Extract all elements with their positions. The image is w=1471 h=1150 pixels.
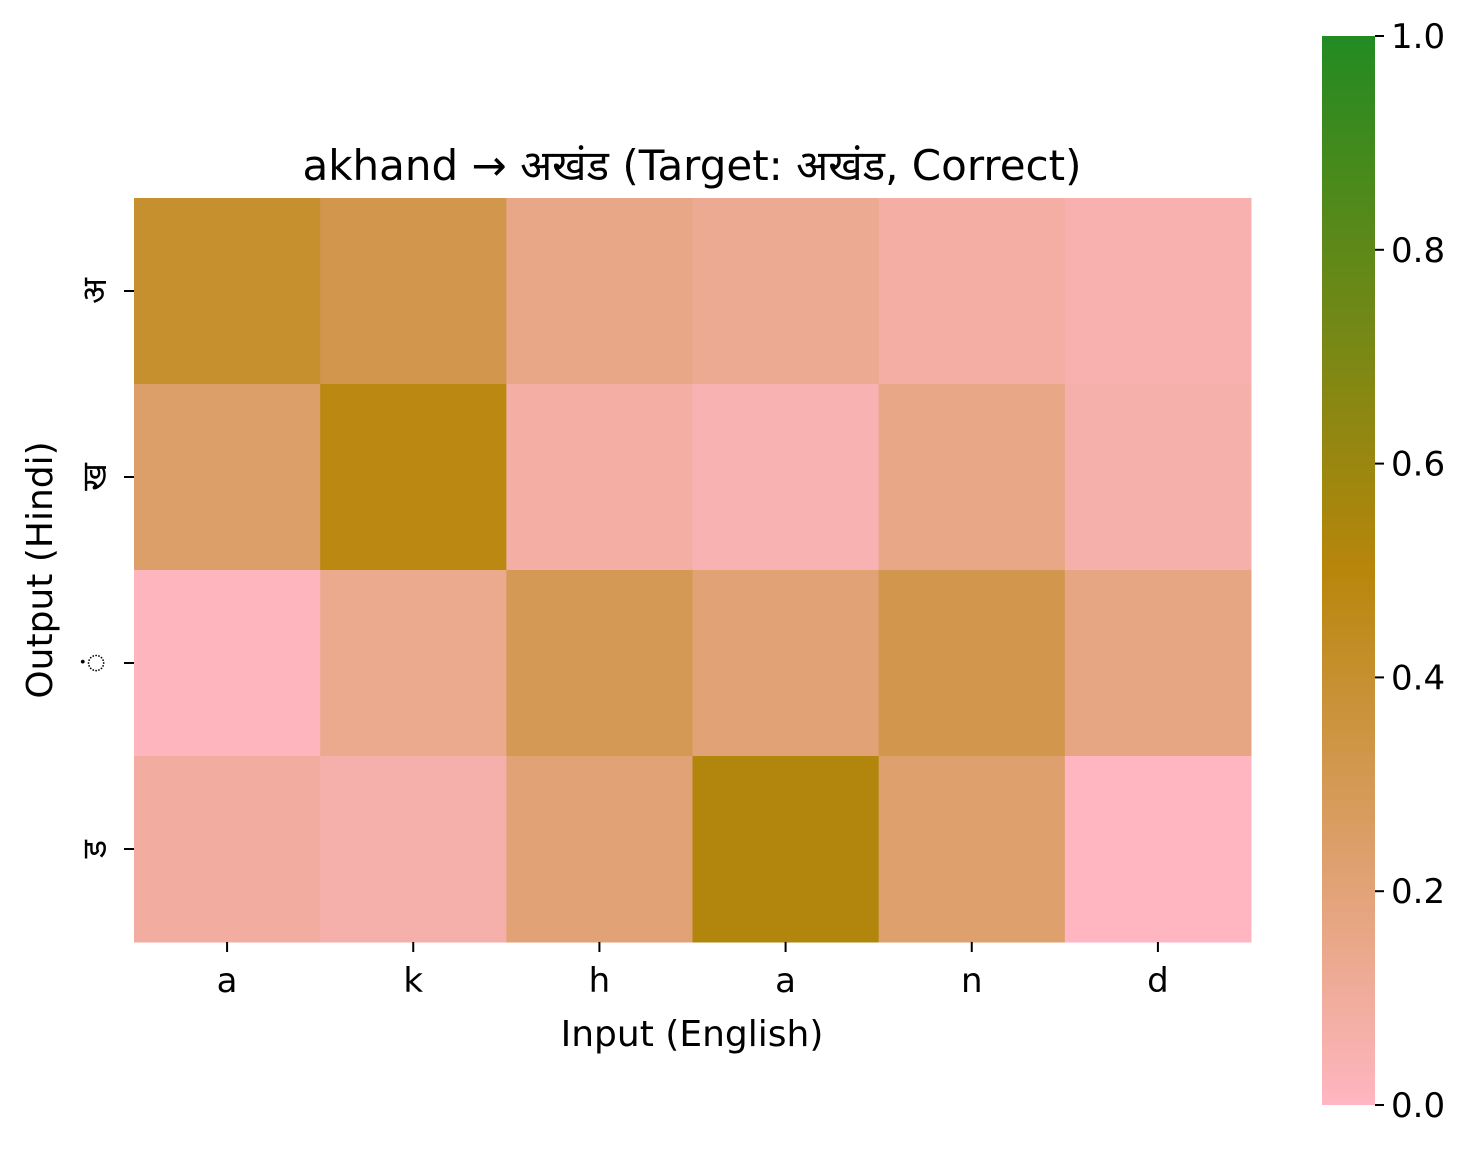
y-axis-ticks: अ खं ड xyxy=(75,277,134,859)
heatmap-cells xyxy=(134,198,1252,943)
x-tick-label: h xyxy=(589,961,611,1001)
y-tick-label: ं xyxy=(75,653,115,673)
y-axis-label: Output (Hindi) xyxy=(20,441,61,698)
heatmap-cell xyxy=(1064,570,1252,757)
heatmap-cell xyxy=(506,756,693,943)
y-tick-label: अ xyxy=(75,277,115,304)
heatmap-cell xyxy=(692,756,880,943)
heatmap-cell xyxy=(878,384,1066,571)
heatmap-cell xyxy=(506,384,693,571)
heatmap-cell xyxy=(878,756,1066,943)
heatmap-cell xyxy=(134,570,321,757)
heatmap-cell xyxy=(506,198,693,385)
y-tick-label: ख xyxy=(75,462,115,491)
heatmap-cell xyxy=(320,756,507,943)
heatmap-cell xyxy=(134,198,321,385)
heatmap-cell xyxy=(320,570,507,757)
heatmap-cell xyxy=(878,570,1066,757)
colorbar-tick-label: 0.8 xyxy=(1391,231,1445,271)
colorbar xyxy=(1322,36,1375,1105)
colorbar-tick-label: 1.0 xyxy=(1391,17,1445,57)
y-tick-label: ड xyxy=(75,839,115,859)
heatmap-cell xyxy=(1064,756,1252,943)
colorbar-ticks: 0.0 0.2 0.4 0.6 0.8 1.0 xyxy=(1375,17,1445,1126)
x-tick-label: k xyxy=(403,961,423,1001)
x-axis-label: Input (English) xyxy=(561,1014,824,1055)
colorbar-tick-label: 0.4 xyxy=(1391,658,1445,698)
colorbar-tick-label: 0.0 xyxy=(1391,1086,1445,1126)
heatmap-cell xyxy=(692,384,880,571)
heatmap-cell xyxy=(320,384,507,571)
heatmap-cell xyxy=(506,570,693,757)
heatmap-cell xyxy=(1064,384,1252,571)
heatmap-cell xyxy=(1064,198,1252,385)
heatmap-cell xyxy=(878,198,1066,385)
heatmap-cell xyxy=(134,756,321,943)
heatmap-cell xyxy=(134,384,321,571)
colorbar-tick-label: 0.6 xyxy=(1391,445,1445,485)
heatmap-cell xyxy=(692,198,880,385)
x-tick-label: a xyxy=(775,961,796,1001)
x-tick-label: n xyxy=(961,961,983,1001)
x-tick-label: a xyxy=(217,961,238,1001)
colorbar-tick-label: 0.2 xyxy=(1391,872,1445,912)
heatmap-cell xyxy=(320,198,507,385)
chart-title: akhand → अखंड (Target: अखंड, Correct) xyxy=(303,141,1082,190)
heatmap-cell xyxy=(692,570,880,757)
x-tick-label: d xyxy=(1147,961,1169,1001)
